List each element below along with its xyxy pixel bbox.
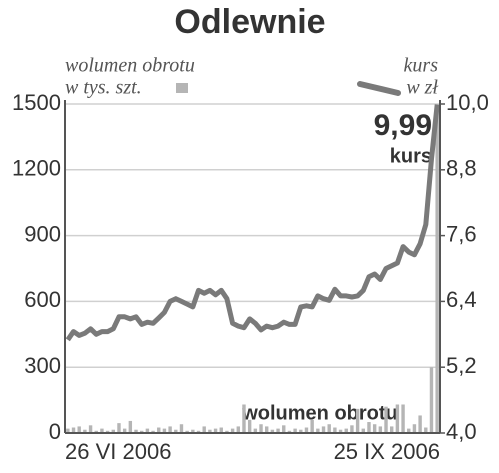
bar: [344, 428, 348, 433]
bar: [378, 426, 383, 433]
bar: [412, 424, 417, 433]
bar: [276, 428, 280, 433]
legend-swatch: [176, 83, 188, 93]
x-tick-label: 25 IX 2006: [334, 439, 440, 464]
bar: [395, 404, 400, 433]
bar: [179, 424, 184, 433]
y-tick-label: 600: [24, 287, 61, 312]
bar: [259, 424, 263, 433]
bar: [71, 427, 76, 433]
y2-tick-label: 7,6: [446, 221, 477, 246]
y2-tick-label: 10,0: [446, 90, 489, 115]
bar: [424, 427, 428, 433]
bar: [390, 426, 394, 433]
bar: [88, 425, 93, 433]
bar: [100, 428, 104, 433]
bar: [122, 428, 127, 433]
bar: [372, 424, 377, 433]
legend-label: wolumen obrotu: [65, 55, 195, 77]
bar: [196, 430, 201, 433]
y-tick-label: 0: [49, 419, 61, 444]
bar: [407, 428, 411, 433]
y2-tick-label: 8,8: [446, 156, 477, 181]
axis-unit: w tys. szt.: [65, 77, 142, 99]
bar: [327, 424, 331, 433]
annotation: 9,99: [374, 109, 432, 142]
bar: [213, 428, 218, 433]
bar: [350, 425, 354, 433]
bar: [128, 420, 133, 433]
bar: [355, 408, 360, 433]
bar: [66, 428, 70, 433]
bar: [321, 426, 326, 433]
bar: [338, 429, 343, 433]
legend-swatch: [357, 81, 401, 96]
bar: [111, 429, 115, 433]
bar: [94, 430, 98, 433]
bar: [429, 367, 434, 433]
annotation: kurs: [390, 145, 432, 167]
bar: [333, 427, 337, 433]
bar: [140, 430, 144, 433]
bar: [185, 430, 189, 433]
bar: [418, 415, 422, 433]
bar: [310, 419, 314, 433]
y-tick-label: 900: [24, 221, 61, 246]
axis-unit: w zł: [406, 77, 438, 99]
bar: [384, 406, 388, 433]
bar: [230, 428, 235, 433]
bar: [367, 422, 371, 433]
bar: [105, 430, 110, 433]
legend-label: kurs: [404, 55, 439, 77]
x-tick-label: 26 VI 2006: [65, 439, 171, 464]
chart-title: Odlewnie: [174, 3, 325, 41]
bar: [174, 429, 178, 433]
bar: [304, 427, 309, 433]
bar: [145, 428, 150, 433]
bar: [151, 430, 155, 433]
bar: [208, 429, 212, 433]
bar: [253, 428, 258, 433]
bar: [401, 404, 405, 433]
bar: [134, 429, 138, 433]
bar: [242, 404, 246, 433]
bar: [219, 427, 223, 433]
bar: [435, 108, 439, 434]
bar: [191, 429, 195, 433]
bar: [202, 426, 206, 433]
bar: [162, 428, 167, 433]
bar: [270, 429, 275, 433]
bar: [117, 423, 121, 433]
bar: [157, 427, 161, 433]
y2-tick-label: 6,4: [446, 287, 477, 312]
bar: [316, 428, 320, 433]
bar: [247, 419, 252, 433]
y2-tick-label: 4,0: [446, 419, 477, 444]
bar: [168, 426, 172, 433]
bar: [287, 430, 292, 433]
bar: [282, 425, 286, 433]
bar: [299, 429, 303, 433]
y2-tick-label: 5,2: [446, 353, 477, 378]
bar: [361, 428, 365, 433]
bar: [293, 428, 297, 433]
bar: [77, 426, 81, 433]
bar: [83, 429, 87, 433]
y-tick-label: 300: [24, 353, 61, 378]
bar: [225, 430, 229, 433]
y-tick-label: 1500: [12, 90, 61, 115]
price-line: [65, 104, 440, 342]
annotation: wolumen obrotu: [241, 402, 398, 424]
y-tick-label: 1200: [12, 156, 61, 181]
bar: [236, 426, 240, 433]
bar: [265, 426, 269, 433]
